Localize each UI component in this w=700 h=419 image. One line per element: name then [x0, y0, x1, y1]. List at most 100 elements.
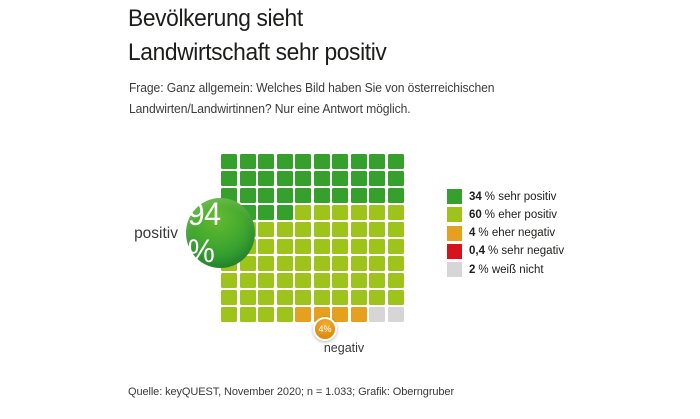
- waffle-cell: [239, 154, 256, 169]
- waffle-cell: [332, 205, 348, 220]
- waffle-cell: [387, 171, 404, 186]
- legend-item-eher-negativ: 4 % eher negativ: [447, 225, 564, 241]
- waffle-cell: [369, 256, 385, 271]
- waffle-cell: [332, 171, 348, 186]
- waffle-cell: [258, 307, 274, 322]
- legend-value: 2: [469, 263, 476, 276]
- waffle-cell: [350, 290, 367, 305]
- question-line-2: Landwirten/Landwirtinnen? Nur eine Antwo…: [129, 101, 411, 116]
- waffle-cell: [276, 307, 293, 322]
- waffle-cell: [369, 188, 385, 203]
- waffle-cell: [350, 273, 367, 288]
- legend: 34 % sehr positiv 60 % eher positiv 4 % …: [447, 189, 564, 280]
- question-text: Frage: Ganz allgemein: Welches Bild habe…: [129, 78, 495, 119]
- waffle-cell: [387, 188, 404, 203]
- waffle-cell: [369, 307, 385, 322]
- waffle-cell: [258, 154, 274, 169]
- waffle-cell: [276, 205, 293, 220]
- waffle-cell: [295, 188, 311, 203]
- waffle-cell: [332, 256, 348, 271]
- waffle-cell: [350, 154, 367, 169]
- waffle-cell: [276, 171, 293, 186]
- legend-label: % sehr positiv: [484, 190, 557, 203]
- legend-label: % eher positiv: [484, 208, 558, 221]
- waffle-cell: [332, 239, 348, 254]
- waffle-cell: [258, 188, 274, 203]
- waffle-cell: [258, 171, 274, 186]
- waffle-cell: [332, 290, 348, 305]
- waffle-cell: [276, 256, 293, 271]
- waffle-cell: [258, 290, 274, 305]
- waffle-cell: [276, 188, 293, 203]
- positiv-total-bubble: 94 %: [186, 196, 255, 269]
- waffle-cell: [276, 239, 293, 254]
- legend-item-weiss-nicht: 2 % weiß nicht: [447, 262, 564, 278]
- waffle-cell: [239, 273, 256, 288]
- waffle-cell: [221, 290, 237, 305]
- waffle-cell: [350, 205, 367, 220]
- waffle-cell: [295, 154, 311, 169]
- waffle-cell: [332, 188, 348, 203]
- waffle-cell: [239, 188, 256, 203]
- legend-swatch-sehr-negativ: [447, 243, 462, 259]
- waffle-cell: [369, 154, 385, 169]
- waffle-cell: [369, 205, 385, 220]
- waffle-cell: [276, 290, 293, 305]
- positiv-label: positiv: [134, 225, 178, 242]
- waffle-cell: [387, 154, 404, 169]
- waffle-chart: [221, 154, 404, 322]
- waffle-cell: [387, 205, 404, 220]
- waffle-cell: [387, 256, 404, 271]
- waffle-cell: [313, 171, 330, 186]
- waffle-cell: [239, 256, 256, 271]
- legend-swatch-weiss-nicht: [447, 262, 462, 278]
- legend-value: 34: [469, 190, 482, 203]
- waffle-cell: [350, 239, 367, 254]
- legend-item-eher-positiv: 60 % eher positiv: [447, 207, 564, 223]
- waffle-cell: [258, 273, 274, 288]
- waffle-cell: [332, 154, 348, 169]
- waffle-cell: [258, 256, 274, 271]
- waffle-cell: [350, 171, 367, 186]
- legend-item-sehr-negativ: 0,4 % sehr negativ: [447, 243, 565, 259]
- legend-swatch-eher-positiv: [447, 207, 462, 223]
- waffle-cell: [313, 188, 330, 203]
- negativ-total-bubble: 4%: [313, 317, 337, 341]
- waffle-cell: [239, 290, 256, 305]
- waffle-cell: [258, 205, 274, 220]
- page-title-line-1: Bevölkerung sieht: [128, 5, 303, 32]
- legend-swatch-sehr-positiv: [447, 189, 462, 204]
- waffle-cell: [369, 290, 385, 305]
- waffle-cell: [313, 154, 330, 169]
- page-title: Bevölkerung sieht Landwirtschaft sehr po…: [128, 2, 387, 70]
- waffle-cell: [221, 273, 237, 288]
- source-note: Quelle: keyQUEST, November 2020; n = 1.0…: [128, 386, 455, 398]
- waffle-cell: [295, 307, 311, 322]
- question-line-1: Frage: Ganz allgemein: Welches Bild habe…: [129, 81, 495, 95]
- legend-label: % weiß nicht: [478, 263, 544, 276]
- waffle-cell: [387, 290, 404, 305]
- waffle-cell: [332, 307, 348, 322]
- waffle-cell: [239, 171, 256, 186]
- waffle-cell: [313, 290, 330, 305]
- waffle-cell: [369, 222, 385, 237]
- waffle-cell: [350, 222, 367, 237]
- waffle-cell: [350, 307, 367, 322]
- legend-item-sehr-positiv: 34 % sehr positiv: [447, 189, 564, 204]
- waffle-cell: [295, 171, 311, 186]
- waffle-cell: [332, 273, 348, 288]
- waffle-cell: [295, 205, 311, 220]
- waffle-cell: [313, 239, 330, 254]
- waffle-cell: [295, 256, 311, 271]
- legend-label: % eher negativ: [478, 227, 556, 240]
- positiv-total-value: 94 %: [187, 196, 221, 269]
- waffle-cell: [313, 205, 330, 220]
- waffle-cell: [387, 307, 404, 322]
- waffle-cell: [313, 256, 330, 271]
- waffle-cell: [313, 222, 330, 237]
- waffle-cell: [350, 188, 367, 203]
- legend-label: % sehr negativ: [488, 245, 565, 258]
- waffle-cell: [239, 307, 256, 322]
- waffle-cell: [332, 222, 348, 237]
